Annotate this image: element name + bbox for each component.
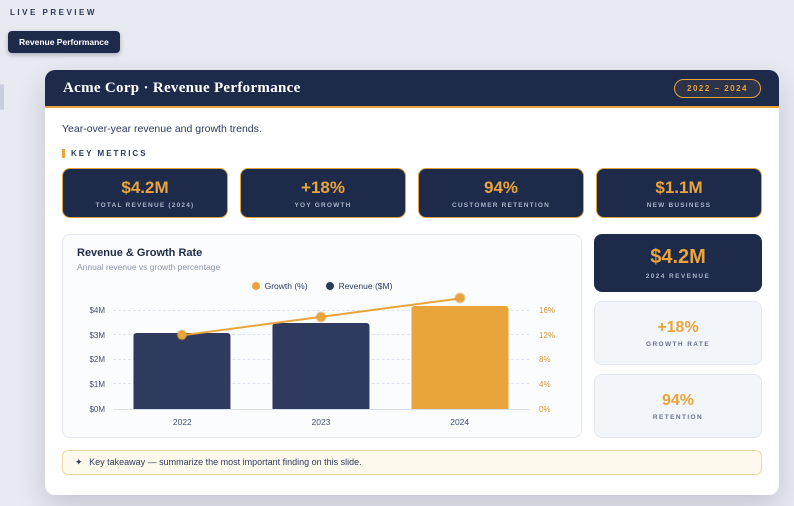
legend-label: Revenue ($M) bbox=[338, 281, 393, 291]
chart-legend: Growth (%) Revenue ($M) bbox=[77, 281, 567, 291]
metric-value: 94% bbox=[483, 178, 519, 197]
y-axis-right: 0% 4% 8% 12% 16% bbox=[539, 305, 556, 414]
side-card-2024-revenue: $4.2M 2024 REVENUE bbox=[594, 234, 762, 292]
side-card-growth-rate: +18% GROWTH RATE bbox=[594, 301, 762, 365]
metric-card-new-business: $1.1M NEW BUSINESS bbox=[596, 168, 762, 218]
x-axis-labels: 2022 2023 2024 bbox=[113, 417, 529, 427]
revenue-bar-2023 bbox=[272, 323, 370, 409]
legend-item-growth: Growth (%) bbox=[251, 281, 308, 291]
x-label-2023: 2023 bbox=[311, 417, 331, 427]
metrics-row: $4.2M TOTAL REVENUE (2024) +18% YOY GROW… bbox=[62, 168, 762, 218]
key-metrics-section-label: KEY METRICS bbox=[62, 149, 762, 158]
metric-label: TOTAL REVENUE (2024) bbox=[95, 202, 195, 209]
growth-point-2023 bbox=[316, 312, 326, 322]
growth-point-2024 bbox=[455, 293, 465, 303]
metric-label: YOY GROWTH bbox=[294, 202, 352, 209]
key-metrics-text: KEY METRICS bbox=[71, 149, 148, 158]
legend-label: Growth (%) bbox=[264, 281, 308, 291]
star-icon: ✦ bbox=[75, 457, 83, 467]
side-card-value: 94% bbox=[661, 391, 695, 409]
growth-legend-dot-icon bbox=[251, 282, 260, 290]
side-card-label: GROWTH RATE bbox=[645, 340, 711, 348]
side-card-retention: 94% RETENTION bbox=[594, 374, 762, 438]
side-column: $4.2M 2024 REVENUE +18% GROWTH RATE 94% … bbox=[594, 234, 762, 438]
metric-value: $1.1M bbox=[655, 178, 703, 197]
metric-value: $4.2M bbox=[121, 178, 169, 197]
side-card-label: 2024 REVENUE bbox=[645, 273, 711, 280]
growth-point-2022 bbox=[177, 330, 187, 340]
x-label-2022: 2022 bbox=[172, 417, 192, 427]
chart-subtitle: Annual revenue vs growth percentage bbox=[77, 262, 221, 272]
slide-subtitle: Year-over-year revenue and growth trends… bbox=[62, 123, 262, 135]
revenue-bar-2022 bbox=[133, 332, 231, 409]
slide-header: Acme Corp · Revenue Performance 2022 – 2… bbox=[45, 70, 779, 108]
side-card-value: $4.2M bbox=[650, 246, 706, 268]
metric-label: CUSTOMER RETENTION bbox=[451, 202, 551, 209]
live-preview-label: LIVE PREVIEW bbox=[10, 8, 97, 17]
tab-revenue-performance[interactable]: Revenue Performance bbox=[8, 31, 120, 53]
slide-card: Acme Corp · Revenue Performance 2022 – 2… bbox=[45, 70, 779, 495]
slide-body: Year-over-year revenue and growth trends… bbox=[45, 108, 779, 475]
metric-card-total-revenue: $4.2M TOTAL REVENUE (2024) bbox=[62, 168, 228, 218]
chart-title: Revenue & Growth Rate bbox=[77, 247, 203, 259]
date-range-badge: 2022 – 2024 bbox=[674, 78, 761, 98]
main-row: Revenue & Growth Rate Annual revenue vs … bbox=[62, 234, 762, 438]
chart-panel: Revenue & Growth Rate Annual revenue vs … bbox=[62, 234, 582, 438]
metric-value: +18% bbox=[301, 178, 345, 197]
legend-item-revenue: Revenue ($M) bbox=[325, 281, 393, 291]
slide-title: Acme Corp · Revenue Performance bbox=[63, 79, 301, 96]
accent-bar bbox=[62, 149, 65, 158]
metric-card-customer-retention: 94% CUSTOMER RETENTION bbox=[418, 168, 584, 218]
side-card-value: +18% bbox=[657, 318, 699, 336]
takeaway-banner: ✦ Key takeaway — summarize the most impo… bbox=[62, 450, 762, 475]
scrollbar-thumb[interactable] bbox=[0, 84, 4, 110]
x-label-2024: 2024 bbox=[450, 417, 470, 427]
y-axis-left: $0M $1M $2M $3M $4M bbox=[89, 305, 105, 414]
metric-card-yoy-growth: +18% YOY GROWTH bbox=[240, 168, 406, 218]
revenue-bar-2024 bbox=[411, 305, 509, 409]
metric-label: NEW BUSINESS bbox=[646, 202, 712, 209]
takeaway-text: Key takeaway — summarize the most import… bbox=[89, 457, 362, 467]
plot-wrap: $0M $1M $2M $3M $4M 0% 4% 8% 12% 16% bbox=[77, 293, 567, 414]
plot-area bbox=[113, 293, 529, 410]
side-card-label: RETENTION bbox=[652, 413, 704, 421]
revenue-legend-dot-icon bbox=[325, 282, 334, 290]
